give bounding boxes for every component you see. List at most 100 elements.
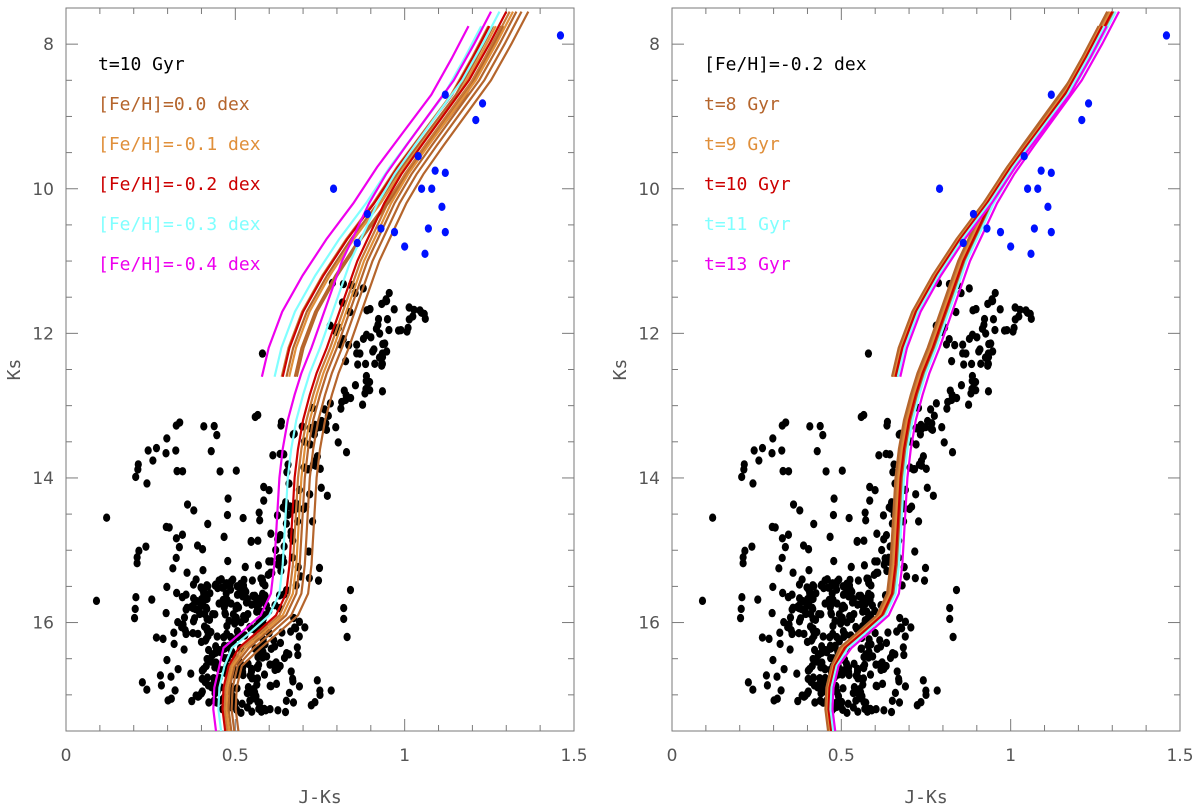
star-point (188, 696, 196, 706)
star-point (131, 604, 139, 614)
star-point (811, 698, 819, 707)
star-point (860, 410, 868, 420)
star-point (238, 699, 246, 709)
star-point (394, 326, 403, 335)
star-point (130, 613, 139, 623)
star-point (777, 686, 785, 695)
star-point (163, 582, 171, 592)
star-point (244, 609, 252, 619)
star-point (334, 438, 342, 447)
star-point (342, 448, 351, 457)
star-point (951, 340, 959, 350)
star-point (871, 486, 879, 495)
legend-entry: t=13 Gyr (704, 254, 791, 275)
star-point (272, 679, 281, 689)
star-point (785, 467, 793, 476)
legend-header: [Fe/H]=-0.2 dex (704, 54, 867, 75)
star-point (263, 652, 271, 661)
isochrone-line (230, 11, 523, 731)
star-point-blue (996, 227, 1005, 237)
star-point (405, 315, 413, 324)
star-point (763, 681, 771, 690)
star-point (882, 638, 891, 648)
star-point (133, 553, 141, 562)
star-point (282, 696, 290, 705)
plot-area (698, 11, 1171, 731)
star-point (212, 642, 220, 651)
star-point (901, 632, 909, 641)
star-point (285, 688, 294, 698)
axis-ticks (671, 7, 1181, 732)
star-point (148, 595, 156, 604)
star-point (862, 599, 870, 608)
star-point (248, 576, 256, 585)
star-point-blue (478, 99, 487, 108)
star-point-blue (1047, 227, 1055, 237)
star-point (243, 594, 251, 604)
y-axis-label: Ks (4, 359, 25, 381)
x-tick-label: 0.5 (222, 746, 249, 766)
star-point (260, 670, 269, 679)
star-point (305, 547, 313, 556)
star-point (217, 575, 225, 584)
star-point (932, 399, 940, 408)
star-point (274, 706, 282, 715)
star-point (823, 575, 831, 584)
star-point (174, 617, 182, 627)
isochrone-line (824, 11, 1109, 731)
star-point (739, 553, 747, 562)
axis-ticks (65, 7, 575, 732)
x-tick-label: 0.5 (828, 746, 855, 766)
star-point (157, 681, 165, 690)
star-point-blue (1034, 184, 1042, 193)
star-point (981, 353, 990, 362)
star-point (269, 451, 277, 460)
star-point (782, 418, 790, 427)
isochrone-line (217, 11, 501, 731)
star-point (843, 579, 851, 589)
star-point (866, 482, 874, 492)
star-point-blue (441, 227, 449, 237)
star-point (190, 614, 199, 623)
star-point-blue (1047, 90, 1055, 99)
star-point (769, 655, 777, 665)
star-point (769, 582, 777, 592)
star-point (316, 690, 324, 700)
star-point (351, 381, 360, 390)
star-point (307, 701, 315, 710)
x-tick-label: 1 (1005, 746, 1016, 766)
star-point (846, 585, 855, 594)
star-point (871, 557, 879, 566)
star-point (901, 682, 910, 691)
star-point (845, 513, 853, 523)
star-point (959, 349, 967, 358)
star-point-blue (969, 209, 978, 219)
star-point (827, 653, 835, 663)
star-point (861, 508, 869, 517)
star-point (873, 644, 881, 654)
star-point (780, 664, 788, 674)
star-point (207, 446, 215, 456)
isochrone-line-branch (288, 25, 497, 377)
star-point-blue (472, 115, 480, 125)
star-point (960, 360, 968, 369)
star-point (1010, 323, 1018, 333)
star-point (856, 684, 864, 694)
star-point (295, 632, 303, 641)
star-point (174, 664, 182, 674)
star-point (233, 601, 241, 611)
star-point (821, 665, 829, 674)
star-point (183, 500, 192, 509)
star-point (829, 629, 837, 639)
star-point (133, 558, 141, 568)
star-point (850, 609, 858, 619)
star-point (198, 674, 206, 684)
star-point (837, 619, 845, 628)
star-point (888, 696, 896, 705)
star-point (800, 692, 808, 701)
star-point (193, 541, 202, 550)
star-point (860, 561, 869, 570)
isochrone-line-branch (281, 25, 491, 377)
star-point (374, 314, 383, 324)
star-point (162, 449, 170, 458)
